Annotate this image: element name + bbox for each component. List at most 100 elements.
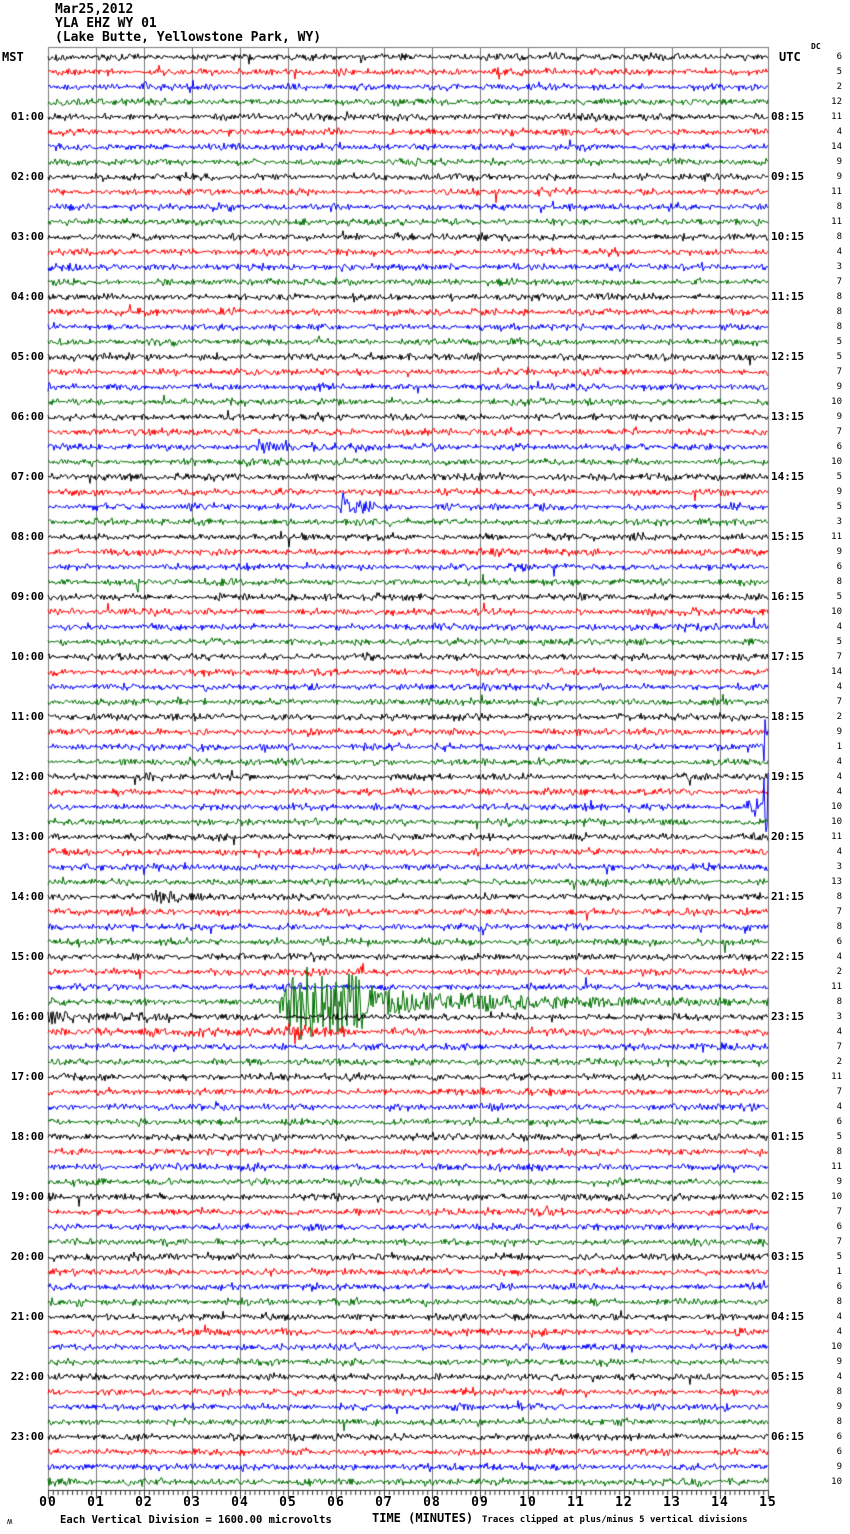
dc-value: 8 — [836, 922, 842, 932]
dc-value: 5 — [836, 1132, 842, 1142]
hour-label: 17:00 — [10, 1070, 44, 1083]
header-date: Mar25,2012 — [55, 2, 134, 17]
utc-label: 15:15 — [771, 530, 805, 543]
dc-value: 4 — [836, 682, 842, 692]
dc-value: 11 — [831, 1072, 842, 1082]
dc-value: 8 — [836, 292, 842, 302]
header-location: (Lake Butte, Yellowstone Park, WY) — [55, 30, 322, 45]
dc-value: 4 — [836, 847, 842, 857]
minute-tick-label: 05 — [279, 1495, 297, 1510]
minute-tick-label: 10 — [519, 1495, 537, 1510]
dc-value: 7 — [836, 1207, 842, 1217]
minute-tick-label: 13 — [663, 1495, 681, 1510]
utc-label: 03:15 — [771, 1250, 805, 1263]
dc-value: 9 — [836, 1462, 842, 1472]
dc-value: 6 — [836, 937, 842, 947]
minute-tick-label: 03 — [183, 1495, 201, 1510]
dc-value: 2 — [836, 967, 842, 977]
dc-value: 5 — [836, 337, 842, 347]
dc-value: 8 — [836, 892, 842, 902]
minute-tick-label: 01 — [87, 1495, 105, 1510]
minute-tick-label: 11 — [567, 1495, 585, 1510]
utc-label: 05:15 — [771, 1370, 805, 1383]
dc-value: 7 — [836, 1237, 842, 1247]
dc-value: 8 — [836, 232, 842, 242]
dc-value: 6 — [836, 442, 842, 452]
dc-value: 7 — [836, 1087, 842, 1097]
dc-value: 4 — [836, 127, 842, 137]
hour-label: 23:00 — [10, 1430, 44, 1443]
dc-value: 5 — [836, 67, 842, 77]
dc-value: 9 — [836, 1402, 842, 1412]
dc-value: 5 — [836, 637, 842, 647]
hour-label: 13:00 — [10, 830, 44, 843]
dc-value: 6 — [836, 1432, 842, 1442]
dc-value: 11 — [831, 112, 842, 122]
dc-value: 7 — [836, 367, 842, 377]
dc-value: 3 — [836, 262, 842, 272]
dc-value: 4 — [836, 1372, 842, 1382]
dc-value: 12 — [831, 97, 842, 107]
utc-label: 18:15 — [771, 710, 805, 723]
header-station: YLA EHZ WY 01 — [55, 16, 157, 31]
utc-label: 21:15 — [771, 890, 805, 903]
minute-tick-label: 04 — [231, 1495, 249, 1510]
minute-tick-label: 14 — [711, 1495, 729, 1510]
dc-value: 5 — [836, 1252, 842, 1262]
utc-label: 22:15 — [771, 950, 805, 963]
hour-label: 15:00 — [10, 950, 44, 963]
hour-label: 05:00 — [10, 350, 44, 363]
dc-value: 7 — [836, 697, 842, 707]
dc-value: 9 — [836, 412, 842, 422]
dc-value: 8 — [836, 1387, 842, 1397]
dc-value: 4 — [836, 757, 842, 767]
dc-value: 10 — [831, 802, 842, 812]
dc-value: 6 — [836, 1447, 842, 1457]
dc-value: 9 — [836, 1177, 842, 1187]
dc-value: 2 — [836, 1057, 842, 1067]
dc-value: 3 — [836, 1012, 842, 1022]
dc-value: 8 — [836, 577, 842, 587]
dc-value: 11 — [831, 832, 842, 842]
hour-label: 09:00 — [10, 590, 44, 603]
minute-tick-label: 06 — [327, 1495, 345, 1510]
dc-value: 11 — [831, 1162, 842, 1172]
utc-label: 06:15 — [771, 1430, 805, 1443]
dc-value: 4 — [836, 787, 842, 797]
dc-value: 8 — [836, 997, 842, 1007]
hour-label: 06:00 — [10, 410, 44, 423]
hour-label: 18:00 — [10, 1130, 44, 1143]
utc-label: 01:15 — [771, 1130, 805, 1143]
hour-label: 01:00 — [10, 110, 44, 123]
dc-value: 1 — [836, 1267, 842, 1277]
hour-label: 02:00 — [10, 170, 44, 183]
dc-value: 8 — [836, 307, 842, 317]
dc-value: 4 — [836, 247, 842, 257]
dc-value: 11 — [831, 532, 842, 542]
dc-value: 10 — [831, 397, 842, 407]
utc-label: 23:15 — [771, 1010, 805, 1023]
dc-value: 10 — [831, 817, 842, 827]
dc-value: 9 — [836, 547, 842, 557]
dc-value: 5 — [836, 472, 842, 482]
dc-value: 8 — [836, 322, 842, 332]
dc-value: 6 — [836, 52, 842, 62]
dc-column-title: DC — [811, 42, 821, 51]
utc-label: 04:15 — [771, 1310, 805, 1323]
utc-label: 17:15 — [771, 650, 805, 663]
dc-value: 10 — [831, 1477, 842, 1487]
dc-value: 4 — [836, 772, 842, 782]
dc-value: 2 — [836, 82, 842, 92]
dc-value: 7 — [836, 907, 842, 917]
dc-value: 5 — [836, 502, 842, 512]
utc-label: 02:15 — [771, 1190, 805, 1203]
dc-value: 7 — [836, 1042, 842, 1052]
hour-label: 10:00 — [10, 650, 44, 663]
utc-label: 12:15 — [771, 350, 805, 363]
dc-value: 4 — [836, 1102, 842, 1112]
dc-value: 7 — [836, 652, 842, 662]
dc-value: 11 — [831, 217, 842, 227]
utc-label: 10:15 — [771, 230, 805, 243]
utc-label: 08:15 — [771, 110, 805, 123]
